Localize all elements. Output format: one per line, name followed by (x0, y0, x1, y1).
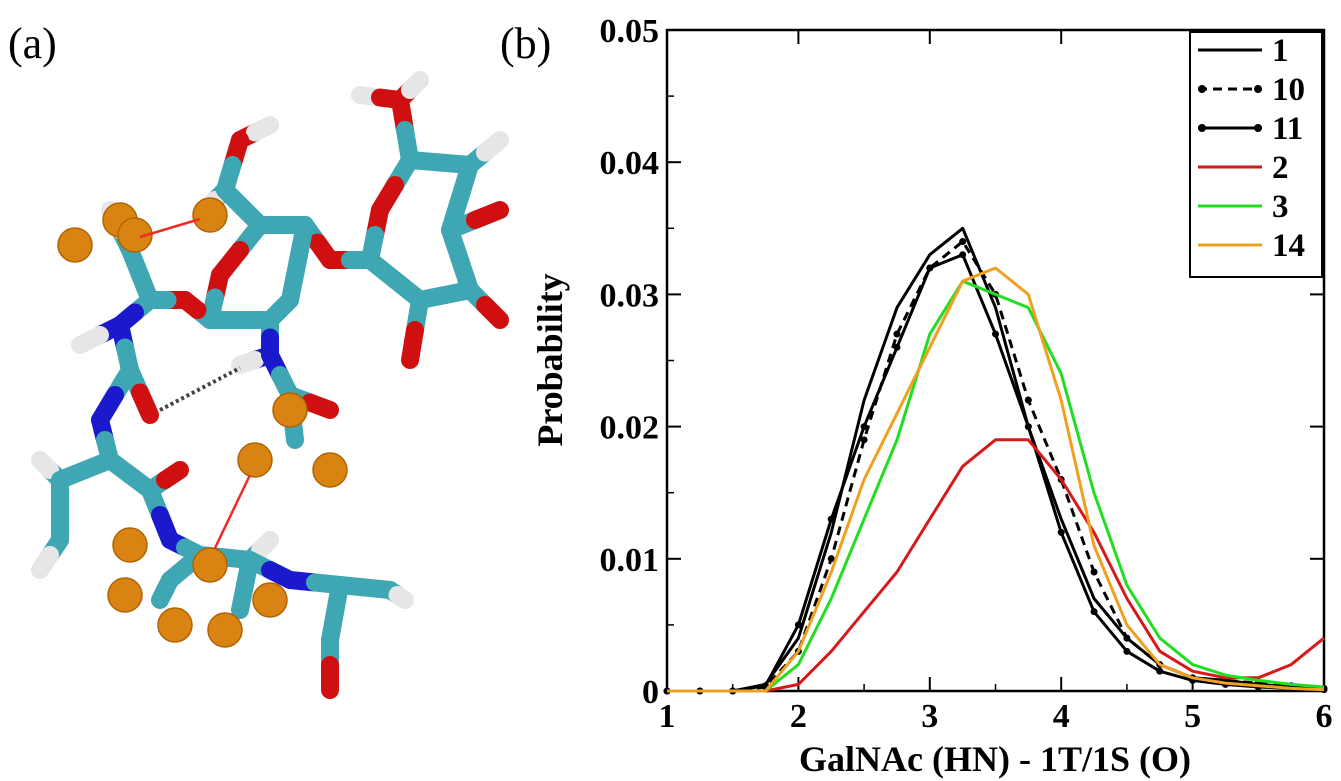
fluorine-atom (272, 392, 308, 428)
series-point-10 (893, 330, 901, 338)
fluorine-atom (117, 217, 153, 253)
legend-label-11: 11 (1272, 111, 1303, 147)
x-tick-label: 2 (790, 698, 807, 735)
series-point-11 (827, 515, 835, 523)
series-point-11 (992, 330, 999, 338)
legend-label-10: 10 (1272, 72, 1305, 108)
fluorine-atom (312, 452, 348, 488)
y-tick-label: 0.03 (600, 277, 660, 314)
fluorine-atom (192, 547, 228, 583)
bond (231, 576, 254, 619)
fluorine-atom (57, 227, 93, 263)
series-point-11 (794, 621, 802, 629)
bond (31, 451, 59, 479)
legend-marker (1198, 85, 1206, 93)
series-point-11 (860, 423, 868, 431)
series-point-11 (1123, 647, 1131, 655)
series-point-11 (1156, 667, 1164, 675)
legend-box (1189, 31, 1323, 278)
distance-arrow (213, 474, 252, 549)
series-point-11 (926, 264, 934, 272)
fluorine-atom (107, 577, 143, 613)
series-point-10 (1123, 634, 1131, 642)
legend-label-2: 2 (1272, 150, 1289, 186)
distance-arrow (139, 217, 201, 239)
bond (151, 581, 174, 609)
legend-marker (1254, 85, 1262, 93)
legend-label-1: 1 (1272, 33, 1289, 69)
fluorine-atom (112, 527, 148, 563)
bond (401, 71, 429, 99)
panel-b-label: (b) (500, 19, 551, 68)
series-line-14 (667, 266, 1325, 693)
bond (246, 116, 279, 142)
bond (301, 393, 339, 419)
x-tick-label: 5 (1184, 698, 1201, 735)
legend-marker (1198, 124, 1206, 132)
molecule-panel: (a) (8, 19, 509, 699)
y-axis-title: Probability (530, 273, 570, 446)
y-tick-label: 0.01 (600, 542, 660, 579)
molecule-structure (31, 71, 509, 699)
series-point-10 (959, 238, 967, 246)
bond (156, 461, 189, 489)
bond (271, 291, 299, 319)
x-axis-title: GalNAc (HN) - 1T/1S (O) (799, 739, 1191, 779)
fluorine-atom (237, 442, 273, 478)
series-point-11 (1090, 608, 1098, 616)
panel-a-label: (a) (8, 19, 57, 68)
hydrogen-bond (159, 366, 241, 412)
legend-marker (1254, 124, 1262, 132)
bond (466, 201, 509, 229)
bond (401, 321, 424, 369)
bond (476, 296, 509, 329)
series-point-10 (1024, 396, 1032, 404)
fluorine-atom (157, 607, 193, 643)
series-lines (663, 226, 1328, 695)
y-tick-label: 0 (642, 674, 659, 711)
series-point-11 (1057, 528, 1065, 536)
series-line-10 (667, 240, 1325, 693)
series-line-3 (667, 279, 1325, 693)
y-tick-label: 0.05 (600, 13, 660, 50)
bond (386, 271, 429, 309)
legend-label-3: 3 (1272, 189, 1289, 225)
fluorine-atom (252, 582, 288, 618)
bond (388, 586, 414, 609)
bond (131, 383, 159, 424)
fluorine-atom (192, 197, 228, 233)
bond (251, 531, 279, 559)
series-point-11 (959, 251, 967, 259)
bond (31, 546, 59, 579)
x-tick-label: 3 (921, 698, 938, 735)
y-tick-label: 0.04 (600, 145, 660, 182)
x-tick-label: 4 (1053, 698, 1070, 735)
y-axis: 0 0.01 0.02 0.03 0.04 0.05 (600, 13, 1324, 711)
bond (231, 351, 264, 374)
series-point-11 (1024, 423, 1032, 431)
series-point-11 (893, 343, 901, 351)
series-point-10 (827, 555, 835, 563)
bond (71, 326, 109, 354)
series-line-2 (667, 438, 1325, 693)
fluorine-atom (207, 612, 243, 648)
series-line-11 (667, 253, 1325, 693)
x-tick-label: 6 (1316, 698, 1333, 735)
series-point-10 (860, 436, 868, 444)
legend-label-14: 14 (1272, 228, 1305, 264)
series-point-10 (1090, 568, 1098, 576)
x-tick-label: 1 (659, 698, 676, 735)
bond (476, 131, 509, 162)
y-tick-label: 0.02 (600, 410, 660, 447)
